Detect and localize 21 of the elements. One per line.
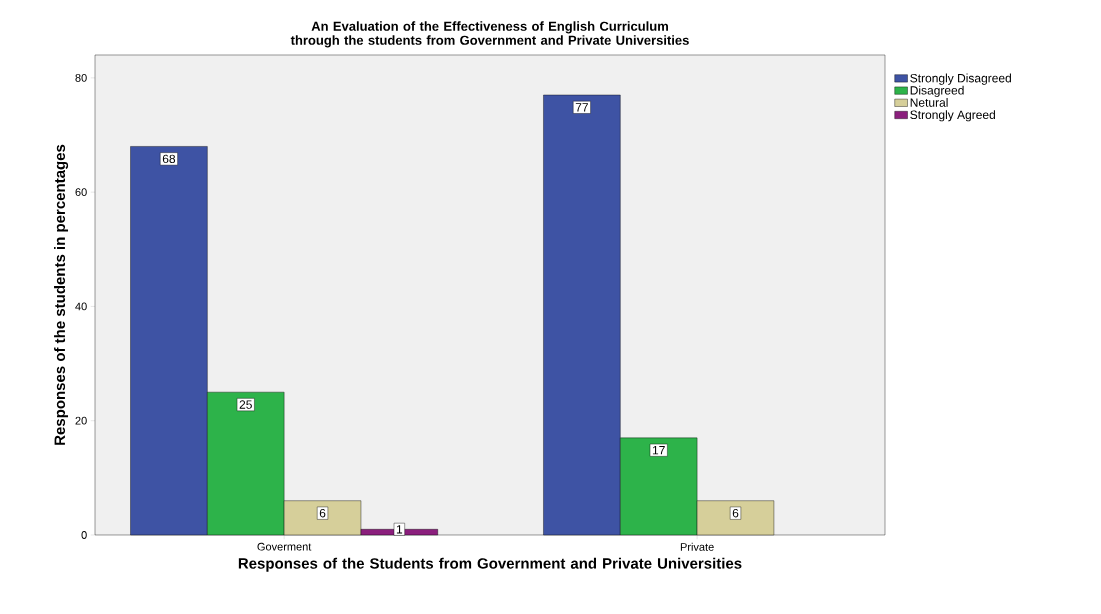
legend-label: Netural xyxy=(910,98,948,107)
legend-label: Strongly Agreed xyxy=(910,110,995,122)
data-label: 1 xyxy=(396,525,403,534)
y-tick-label: 60 xyxy=(75,188,87,197)
data-label: 68 xyxy=(162,154,176,164)
legend-label: Disagreed xyxy=(910,85,964,97)
legend-label: Strongly Disagreed xyxy=(910,73,1011,85)
y-tick-label: 20 xyxy=(75,416,87,425)
y-tick-label: 80 xyxy=(75,73,87,82)
data-label: 6 xyxy=(319,508,326,518)
data-label: 17 xyxy=(652,446,665,455)
data-label: 77 xyxy=(575,103,588,112)
x-tick-label: Private xyxy=(680,542,714,551)
data-label: 6 xyxy=(732,508,739,518)
data-label: 25 xyxy=(239,400,252,409)
y-tick-label: 40 xyxy=(75,302,87,311)
y-tick-label: 0 xyxy=(81,531,87,539)
y-axis-title: Responses of the students in percentages xyxy=(54,144,69,445)
x-tick-label: Goverment xyxy=(257,542,312,551)
chart-title: An Evaluation of the Effectiveness of English Curriculum through the students from Government and Private Universities xyxy=(290,21,689,48)
x-axis-title: Responses of the Students from Government and Private Universities xyxy=(238,557,742,572)
